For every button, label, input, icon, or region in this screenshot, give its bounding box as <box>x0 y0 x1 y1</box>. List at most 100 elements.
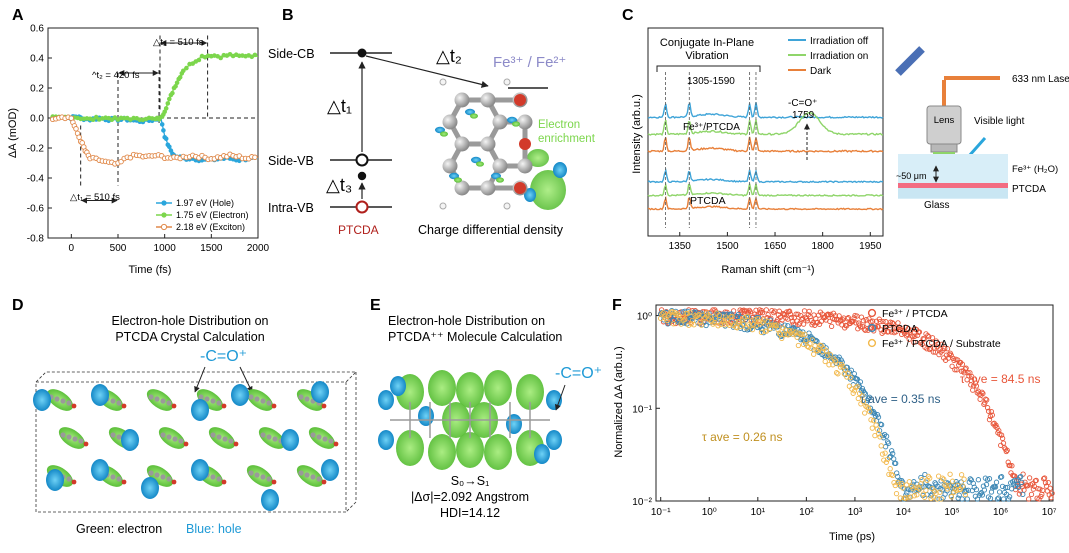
data-point-f <box>998 432 1005 438</box>
data-point-f <box>888 471 895 478</box>
data-point-f <box>808 345 814 351</box>
legend-label-fe-ptcda: Fe³⁺ / PTCDA <box>882 308 948 320</box>
legend-label-substrate: Fe³⁺ / PTCDA / Substrate <box>882 338 1001 350</box>
atom <box>172 436 178 442</box>
atom <box>216 400 222 406</box>
data-point-f <box>916 486 923 492</box>
oxygen-atom <box>71 479 77 485</box>
hole-density <box>191 399 209 421</box>
data-point-f <box>883 433 890 439</box>
data-point-f <box>944 346 951 352</box>
y-tick-label-a: -0.6 <box>27 204 45 215</box>
data-point-f <box>919 341 925 347</box>
electron-lobe <box>516 374 544 410</box>
series-electron <box>50 52 259 123</box>
data-point-f <box>836 361 842 367</box>
caption-charge-density: Charge differential density <box>418 223 564 237</box>
data-point-f <box>728 311 734 317</box>
density-lobe <box>470 113 478 119</box>
title-d-2: PTCDA Crystal Calculation <box>115 330 264 344</box>
hole-side-vb <box>355 153 369 167</box>
data-point-f <box>1015 481 1021 488</box>
atom <box>222 436 228 442</box>
data-point-f <box>1006 494 1013 500</box>
hole-lobe <box>390 376 406 396</box>
oxygen-atom <box>333 441 339 447</box>
atom <box>154 472 160 478</box>
hole-density <box>33 389 51 411</box>
data-point-f <box>893 490 900 497</box>
electron-density <box>208 427 236 449</box>
data-point-f <box>884 323 890 330</box>
series-line-a <box>52 54 259 121</box>
data-point-f <box>927 345 934 351</box>
data-point-f <box>1033 477 1039 484</box>
data-point-f <box>830 362 836 368</box>
data-point-f <box>921 494 928 500</box>
data-point-f <box>742 315 748 321</box>
data-point-f <box>683 317 689 323</box>
data-point-f <box>850 390 856 396</box>
atom <box>210 474 216 480</box>
legend-a: 1.97 eV (Hole) 1.75 eV (Electron) 2.18 e… <box>156 198 249 232</box>
density-lobe-blue <box>524 188 536 202</box>
data-point-f <box>932 349 938 355</box>
oxygen-atom <box>271 479 277 485</box>
panel-e: E Electron-hole Distribution on PTCDA⁺⁺ … <box>370 297 602 520</box>
data-point-f <box>669 309 675 315</box>
data-point-f <box>766 322 772 329</box>
data-point-f <box>1037 486 1043 492</box>
data-point-f <box>707 314 714 320</box>
data-point-f <box>1020 491 1026 498</box>
data-point-a <box>161 128 166 133</box>
label-ptcda-layer: PTCDA <box>1012 184 1046 195</box>
label-side-vb: Side-VB <box>268 154 314 168</box>
oxygen-atom <box>71 403 77 409</box>
hydrogen-atom <box>503 202 511 210</box>
atom <box>254 396 260 402</box>
data-point-f <box>906 479 912 485</box>
data-point-f <box>862 410 868 416</box>
hole-lobe <box>378 390 394 410</box>
carbon-atom <box>492 158 508 174</box>
oxygen-atom <box>221 479 227 485</box>
data-point-f <box>984 405 991 411</box>
data-point-f <box>929 335 936 341</box>
atom <box>298 394 304 400</box>
oxygen-atom <box>233 441 239 447</box>
data-point-f <box>938 496 944 502</box>
title-e-1: Electron-hole Distribution on <box>388 314 545 328</box>
data-point-f <box>980 390 986 397</box>
label-lens: Lens <box>934 115 955 126</box>
data-point-f <box>871 410 878 416</box>
plot-frame-c <box>647 27 884 237</box>
atom <box>310 432 316 438</box>
oxygen-atom <box>171 403 177 409</box>
atom <box>304 472 310 478</box>
molecule-charge-density <box>435 78 567 210</box>
data-point-f <box>845 315 852 321</box>
data-point-f <box>958 472 965 478</box>
panel-label-e: E <box>370 297 381 314</box>
data-point-f <box>735 311 742 318</box>
label-co-d: -C=O⁺ <box>200 348 247 365</box>
data-point-f <box>746 322 752 328</box>
oxygen-atom <box>221 403 227 409</box>
electron-density <box>58 427 86 449</box>
data-point-f <box>802 331 808 337</box>
data-point-f <box>916 329 923 335</box>
data-point-f <box>698 322 705 328</box>
legend-item-exciton: 2.18 eV (Exciton) <box>156 222 245 232</box>
data-point-f <box>853 384 859 391</box>
scatter-group-f <box>658 307 1055 502</box>
data-point-f <box>867 405 874 411</box>
label-delta-sigma: |Δσ|=2.092 Angstrom <box>411 490 529 504</box>
x-tick-label-f: 10⁷ <box>1042 507 1057 518</box>
x-tick-label-a: 1500 <box>200 243 223 254</box>
data-point-f <box>946 483 952 489</box>
label-co-e: -C=O⁺ <box>555 365 602 382</box>
density-lobe <box>454 177 462 183</box>
oxygen-atom <box>183 441 189 447</box>
data-point-f <box>833 370 840 376</box>
data-point-f <box>986 476 993 482</box>
